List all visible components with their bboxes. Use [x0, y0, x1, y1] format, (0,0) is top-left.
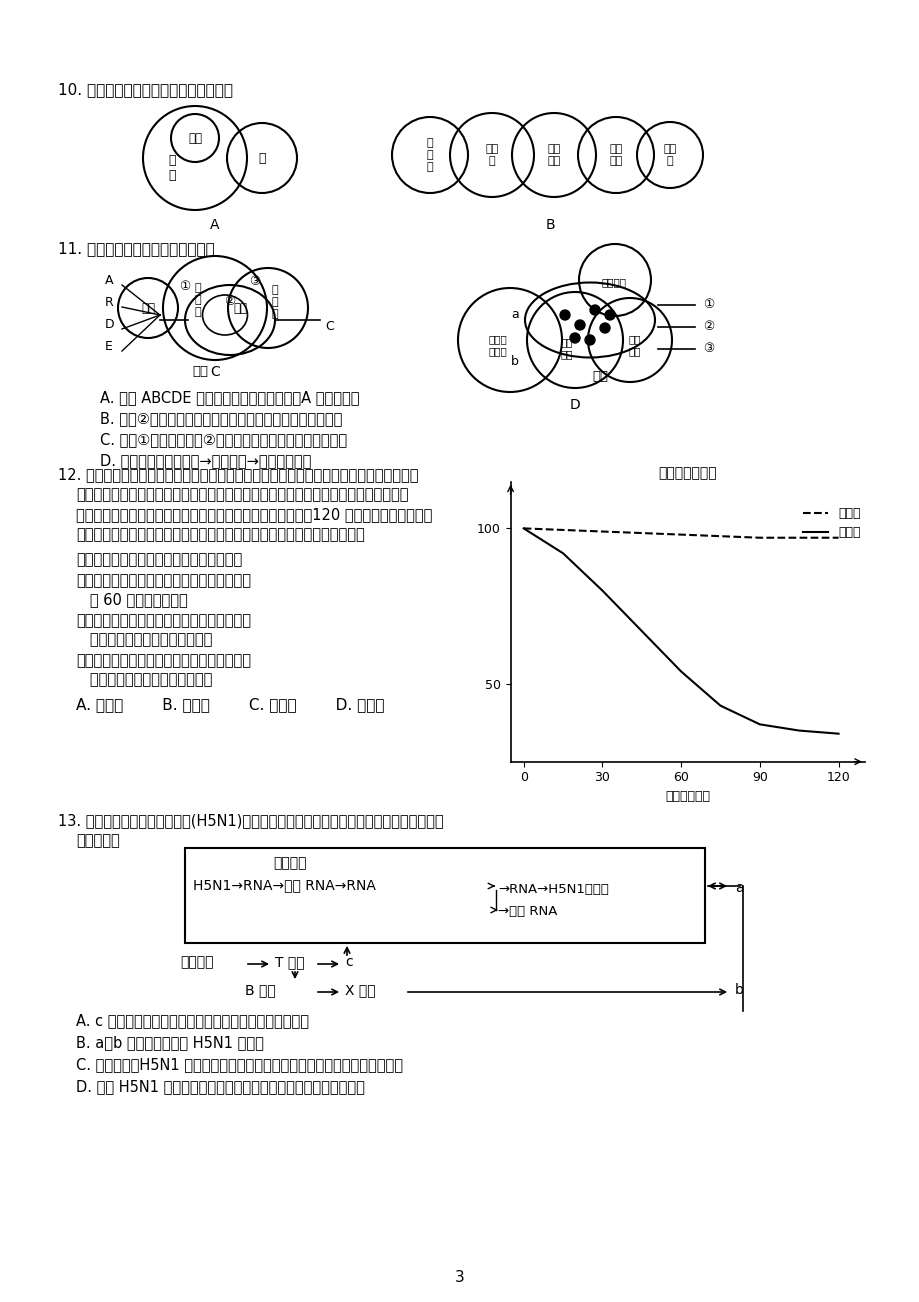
Text: 糖: 糖	[258, 151, 266, 164]
Text: 噬菌
体: 噬菌 体	[485, 145, 498, 165]
实验组	[714, 698, 725, 713]
Text: C: C	[325, 320, 334, 333]
Text: 异养
生物: 异养 生物	[608, 145, 622, 165]
Text: 13. 下图是高致病性禽流感病毒(H5N1)在人体细胞中的一些变化以及相关反应，下列有关叙: 13. 下图是高致病性禽流感病毒(H5N1)在人体细胞中的一些变化以及相关反应，…	[58, 812, 443, 828]
Text: 12. 科学家发现过度肥胖往往造成血糖浓度过高，而且血液中胰岛素浓度也偏离。某研究室: 12. 科学家发现过度肥胖往往造成血糖浓度过高，而且血液中胰岛素浓度也偏离。某研…	[58, 467, 418, 482]
Text: b: b	[734, 983, 743, 997]
Text: 过
敏
原: 过 敏 原	[271, 285, 278, 319]
Text: 图二: 图二	[591, 370, 607, 383]
Text: C. 图二①中递质释放至②中主要借助于突触前膜的主动运输: C. 图二①中递质释放至②中主要借助于突触前膜的主动运输	[100, 432, 346, 447]
Text: 细胞分化: 细胞分化	[601, 277, 626, 286]
Title: 血糖含量相对值: 血糖含量相对值	[658, 466, 716, 480]
实验组	[675, 664, 686, 680]
Text: 可遗传
的变异: 可遗传 的变异	[488, 335, 506, 355]
Text: ③: ③	[702, 342, 713, 355]
Text: 丁：服用阿斯匹林使老鼠细胞恢复对胰岛素的: 丁：服用阿斯匹林使老鼠细胞恢复对胰岛素的	[76, 654, 251, 668]
Text: 吞噬细胞: 吞噬细胞	[180, 954, 213, 969]
Text: 图一: 图一	[192, 365, 208, 378]
Text: 原核
生物: 原核 生物	[547, 145, 560, 165]
Text: D: D	[105, 318, 115, 331]
Line: 实验组: 实验组	[523, 529, 837, 734]
实验组	[754, 716, 765, 732]
Text: ①: ①	[702, 298, 713, 311]
Text: ③: ③	[249, 275, 260, 288]
Text: 对过度肥胖的老鼠进行实验，发现阿斯匹林（一种消炎止痛药）可矫正过度肥胖老鼠的: 对过度肥胖的老鼠进行实验，发现阿斯匹林（一种消炎止痛药）可矫正过度肥胖老鼠的	[76, 487, 408, 503]
Text: R: R	[105, 296, 114, 309]
实验组	[557, 546, 568, 561]
Text: ②: ②	[702, 320, 713, 333]
Text: →RNA→H5N1蛋白质: →RNA→H5N1蛋白质	[497, 883, 608, 896]
Text: a: a	[511, 309, 518, 322]
Text: 乙：注射胰岛素使对照组及实验组的老鼠血糖: 乙：注射胰岛素使对照组及实验组的老鼠血糖	[76, 573, 251, 589]
Text: 基因
突变: 基因 突变	[628, 335, 641, 355]
Circle shape	[599, 323, 609, 333]
Text: ①: ①	[179, 280, 190, 293]
Text: 敏感性，使胰岛素得以降低血糖: 敏感性，使胰岛素得以降低血糖	[76, 672, 212, 687]
Text: H5N1→RNA→双链 RNA→RNA: H5N1→RNA→双链 RNA→RNA	[193, 878, 376, 892]
Text: D. 图二中发生了电信号→化学信号→电信号的转变: D. 图二中发生了电信号→化学信号→电信号的转变	[100, 453, 311, 467]
Circle shape	[584, 335, 595, 345]
Text: B 细胞: B 细胞	[244, 983, 276, 997]
Text: C. 据图可知，H5N1 在宿主细胞内进行遗传信息表达的过程中不涉及逆转录酶: C. 据图可知，H5N1 在宿主细胞内进行遗传信息表达的过程中不涉及逆转录酶	[76, 1057, 403, 1072]
Text: 述错误的是: 述错误的是	[76, 833, 119, 848]
Text: B. 图一②的结构决定了神经元之间的兴奋传递只能是单向的: B. 图一②的结构决定了神经元之间的兴奋传递只能是单向的	[100, 411, 342, 426]
Text: E: E	[105, 340, 113, 353]
Text: 甲：阿斯匹林对老鼠的过度肥胖有治疗作用: 甲：阿斯匹林对老鼠的过度肥胖有治疗作用	[76, 552, 242, 566]
对照组	[517, 521, 528, 536]
Text: 11. 与下图有关叙述中，不正确的是: 11. 与下图有关叙述中，不正确的是	[58, 241, 214, 256]
对照组	[596, 523, 607, 539]
实验组	[793, 723, 804, 738]
Circle shape	[605, 310, 614, 320]
Text: 丙：对照组老鼠的细胞对胰岛素不敏感，使胰: 丙：对照组老鼠的细胞对胰岛素不敏感，使胰	[76, 613, 251, 628]
实验组	[832, 727, 843, 742]
Text: A: A	[210, 217, 220, 232]
Text: A. 丙、丁        B. 乙、丙        C. 甲、丁        D. 甲、乙: A. 丙、丁 B. 乙、丙 C. 甲、丁 D. 甲、乙	[76, 697, 384, 712]
Text: 生产
者: 生产 者	[663, 145, 675, 165]
Text: 岛素不能有效发挥血糖调节作用: 岛素不能有效发挥血糖调节作用	[76, 631, 212, 647]
Text: a: a	[734, 881, 743, 894]
Text: D: D	[569, 398, 580, 411]
Text: 原粒: 原粒	[187, 132, 202, 145]
Text: B: B	[545, 217, 554, 232]
Text: T 细胞: T 细胞	[275, 954, 304, 969]
Text: C: C	[210, 365, 220, 379]
Text: 人体细胞: 人体细胞	[273, 855, 306, 870]
Legend: 对照组, 实验组: 对照组, 实验组	[798, 503, 865, 544]
Circle shape	[570, 333, 579, 342]
Text: b: b	[511, 355, 518, 368]
Text: B. a、b 分别指的是子代 H5N1 和抗体: B. a、b 分别指的是子代 H5N1 和抗体	[76, 1035, 264, 1049]
Text: 生理缺陷。过度肥胖老鼠服用阿斯匹林三周后，注射胰岛素，120 分钟内的血中葡萄糖相: 生理缺陷。过度肥胖老鼠服用阿斯匹林三周后，注射胰岛素，120 分钟内的血中葡萄糖…	[76, 506, 432, 522]
Text: →子代 RNA: →子代 RNA	[497, 905, 557, 918]
Text: 细胞
癌变: 细胞 癌变	[561, 337, 573, 359]
Circle shape	[574, 320, 584, 329]
Text: c: c	[345, 954, 352, 969]
Circle shape	[560, 310, 570, 320]
实验组	[636, 624, 647, 639]
Text: 抗体: 抗体	[141, 302, 154, 315]
Text: 在 60 分钟内明显下降: 在 60 分钟内明显下降	[76, 592, 187, 607]
Circle shape	[589, 305, 599, 315]
对照组	[754, 530, 765, 546]
Text: D. 合成 H5N1 蛋白质的场所以及所需要的原料都是人体细胞提供的: D. 合成 H5N1 蛋白质的场所以及所需要的原料都是人体细胞提供的	[76, 1079, 365, 1094]
Text: 10. 下列有关概念间的关系图，正确的是: 10. 下列有关概念间的关系图，正确的是	[58, 82, 233, 98]
Line: 对照组: 对照组	[523, 529, 837, 538]
Text: 抗原: 抗原	[233, 302, 246, 315]
Text: A: A	[105, 273, 113, 286]
Text: 3: 3	[455, 1269, 464, 1285]
Text: 核
酸: 核 酸	[168, 154, 176, 182]
实验组	[596, 583, 607, 599]
Text: 蛋
白
原: 蛋 白 原	[195, 284, 201, 316]
实验组	[517, 521, 528, 536]
对照组	[675, 527, 686, 543]
Text: 分
解
者: 分 解 者	[426, 138, 433, 172]
X-axis label: 时间（分钟）: 时间（分钟）	[664, 790, 709, 803]
Text: ②: ②	[224, 296, 235, 309]
对照组	[832, 530, 843, 546]
Text: 对值变化如下图所示，则下列叙述正确的是（对照组老鼠未服用阿斯匹林）: 对值变化如下图所示，则下列叙述正确的是（对照组老鼠未服用阿斯匹林）	[76, 527, 364, 542]
Text: A. 图一 ABCDE 组成了一个完整的反射弧，A 表示感受器: A. 图一 ABCDE 组成了一个完整的反射弧，A 表示感受器	[100, 391, 359, 405]
Bar	[185, 848, 704, 943]
Text: A. c 的作用是进入靶细胞内，释放淋巴因子使靶细胞裂解: A. c 的作用是进入靶细胞内，释放淋巴因子使靶细胞裂解	[76, 1013, 309, 1029]
Text: X 细胞: X 细胞	[345, 983, 375, 997]
